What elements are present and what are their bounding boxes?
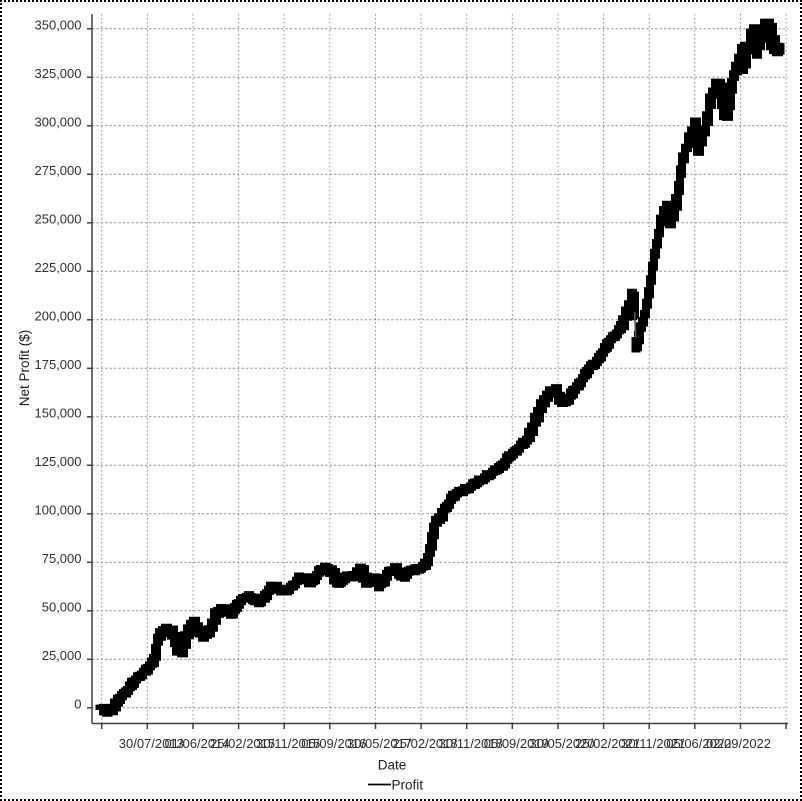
svg-text:05/09/2019: 05/09/2019 [484, 736, 549, 751]
svg-text:125,000: 125,000 [35, 454, 82, 469]
svg-text:30/05/2020: 30/05/2020 [529, 736, 594, 751]
svg-text:200,000: 200,000 [35, 309, 82, 324]
svg-text:75,000: 75,000 [42, 551, 82, 566]
svg-text:Net Profit ($): Net Profit ($) [17, 330, 32, 407]
svg-text:25/02/2018: 25/02/2018 [393, 736, 458, 751]
svg-text:175,000: 175,000 [35, 357, 82, 372]
svg-text:30/11/2018: 30/11/2018 [439, 736, 503, 751]
svg-text:350,000: 350,000 [35, 18, 82, 33]
svg-text:25,000: 25,000 [42, 648, 82, 663]
svg-text:25/02/2021: 25/02/2021 [575, 736, 640, 751]
svg-text:150,000: 150,000 [35, 406, 82, 421]
svg-text:225,000: 225,000 [35, 260, 82, 275]
svg-text:30/11/2021: 30/11/2021 [621, 736, 685, 751]
svg-text:30/11/2015: 30/11/2015 [256, 736, 320, 751]
svg-text:50,000: 50,000 [42, 600, 82, 615]
svg-text:Date: Date [378, 758, 407, 773]
svg-text:30/07/2013: 30/07/2013 [119, 736, 184, 751]
svg-text:300,000: 300,000 [35, 115, 82, 130]
svg-text:05/09/2016: 05/09/2016 [301, 736, 366, 751]
svg-text:01/06/2014: 01/06/2014 [164, 736, 229, 751]
svg-text:275,000: 275,000 [35, 163, 82, 178]
svg-text:Profit: Profit [392, 778, 424, 793]
svg-text:250,000: 250,000 [35, 212, 82, 227]
svg-text:05/06/2022: 05/06/2022 [666, 736, 731, 751]
svg-text:25/02/2015: 25/02/2015 [210, 736, 275, 751]
svg-text:30/05/2017: 30/05/2017 [347, 736, 412, 751]
svg-text:0: 0 [74, 697, 81, 712]
svg-text:325,000: 325,000 [35, 66, 82, 81]
svg-text:02/09/2022: 02/09/2022 [706, 736, 771, 751]
svg-text:100,000: 100,000 [35, 503, 82, 518]
